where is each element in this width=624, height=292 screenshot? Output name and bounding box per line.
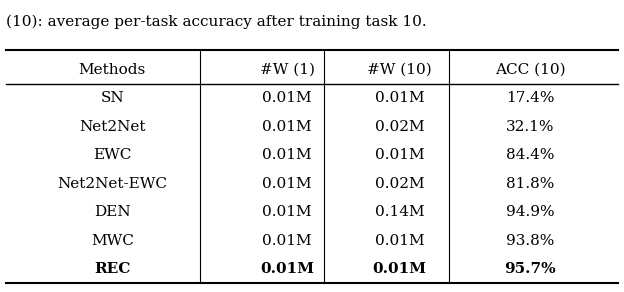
Text: 81.8%: 81.8%	[506, 177, 555, 191]
Text: 94.9%: 94.9%	[506, 205, 555, 219]
Text: 0.01M: 0.01M	[262, 205, 312, 219]
Text: MWC: MWC	[91, 234, 134, 248]
Text: EWC: EWC	[93, 148, 132, 162]
Text: DEN: DEN	[94, 205, 130, 219]
Text: 0.02M: 0.02M	[374, 177, 424, 191]
Text: 95.7%: 95.7%	[505, 262, 556, 276]
Text: REC: REC	[94, 262, 130, 276]
Text: 17.4%: 17.4%	[506, 91, 555, 105]
Text: 0.01M: 0.01M	[262, 177, 312, 191]
Text: #W (1): #W (1)	[260, 63, 314, 77]
Text: 0.01M: 0.01M	[374, 234, 424, 248]
Text: #W (10): #W (10)	[367, 63, 432, 77]
Text: 0.01M: 0.01M	[374, 91, 424, 105]
Text: 0.01M: 0.01M	[262, 148, 312, 162]
Text: Net2Net-EWC: Net2Net-EWC	[57, 177, 167, 191]
Text: Methods: Methods	[79, 63, 146, 77]
Text: 0.01M: 0.01M	[260, 262, 314, 276]
Text: 0.02M: 0.02M	[374, 120, 424, 134]
Text: 0.14M: 0.14M	[374, 205, 424, 219]
Text: ACC (10): ACC (10)	[495, 63, 566, 77]
Text: 0.01M: 0.01M	[262, 234, 312, 248]
Text: SN: SN	[100, 91, 124, 105]
Text: 0.01M: 0.01M	[374, 148, 424, 162]
Text: 84.4%: 84.4%	[506, 148, 555, 162]
Text: 0.01M: 0.01M	[262, 120, 312, 134]
Text: 0.01M: 0.01M	[373, 262, 426, 276]
Text: Net2Net: Net2Net	[79, 120, 145, 134]
Text: 0.01M: 0.01M	[262, 91, 312, 105]
Text: (10): average per-task accuracy after training task 10.: (10): average per-task accuracy after tr…	[6, 15, 427, 29]
Text: 93.8%: 93.8%	[506, 234, 555, 248]
Text: 32.1%: 32.1%	[506, 120, 555, 134]
